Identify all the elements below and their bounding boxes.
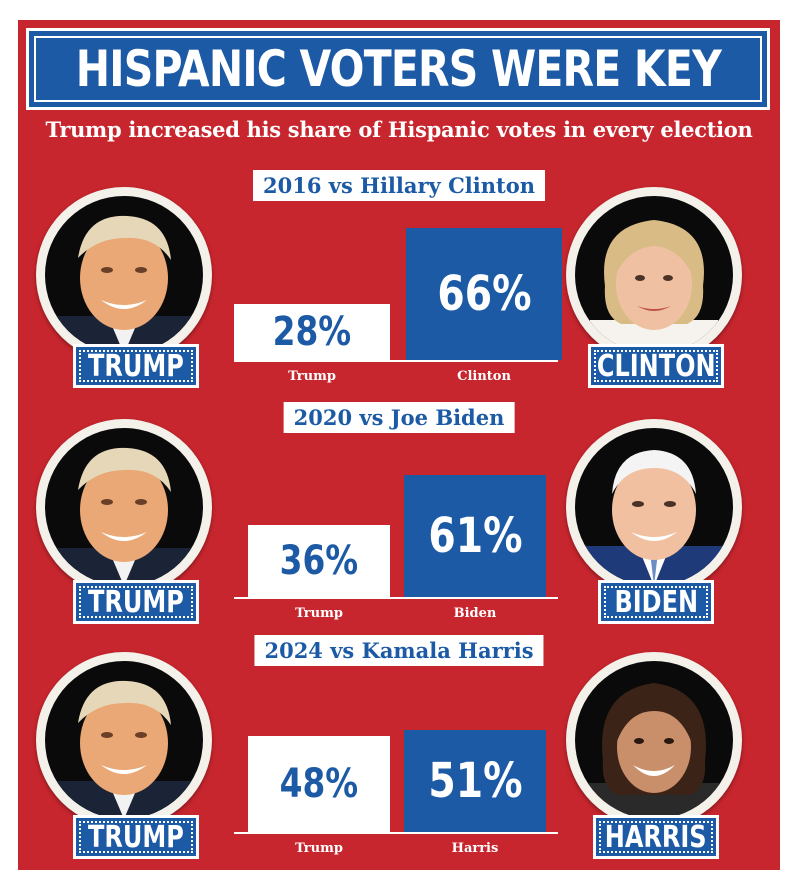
bar-baseline: [234, 360, 558, 362]
clinton-nameplate: CLINTON: [588, 344, 724, 388]
subtitle: Trump increased his share of Hispanic vo…: [45, 117, 753, 142]
category-label-trump: Trump: [288, 369, 336, 384]
section-2024: 2024 vs Kamala Harris TRUMP: [18, 635, 780, 863]
harris-face-icon: [587, 683, 721, 819]
bar-value-biden-2020: 61%: [427, 508, 523, 564]
banner-border: [34, 36, 762, 102]
biden-face-icon: [585, 450, 723, 586]
category-label-biden: Biden: [453, 606, 497, 621]
clinton-face-icon: [590, 220, 718, 354]
category-label-clinton: Clinton: [457, 369, 511, 384]
bar-value-trump-2016: 28%: [272, 309, 352, 355]
trump-portrait: [36, 652, 212, 828]
section-title: 2020 vs Joe Biden: [283, 402, 515, 433]
biden-nameplate-label: BIDEN: [614, 584, 698, 620]
trump-nameplate-label: TRUMP: [88, 584, 184, 620]
trump-nameplate: TRUMP: [73, 815, 199, 859]
trump-nameplate: TRUMP: [73, 580, 199, 624]
bar-trump-2020: 36%: [248, 525, 390, 597]
section-title: 2024 vs Kamala Harris: [254, 635, 544, 666]
clinton-nameplate-label: CLINTON: [596, 348, 716, 384]
category-label-trump: Trump: [295, 606, 343, 621]
category-label-trump: Trump: [295, 841, 343, 856]
category-label-harris: Harris: [451, 841, 499, 856]
bar-clinton-2016: 66%: [406, 228, 562, 360]
section-title: 2016 vs Hillary Clinton: [253, 170, 545, 201]
bar-trump-2016: 28%: [234, 304, 390, 360]
trump-face-icon: [55, 215, 193, 354]
trump-portrait: [36, 419, 212, 595]
bar-value-trump-2024: 48%: [279, 761, 359, 807]
trump-nameplate-label: TRUMP: [88, 348, 184, 384]
bar-value-harris-2024: 51%: [427, 753, 523, 809]
bar-baseline: [234, 832, 558, 834]
section-2020: 2020 vs Joe Biden TRUMP: [18, 402, 780, 630]
harris-nameplate-label: HARRIS: [605, 819, 707, 855]
section-2016: 2016 vs Hillary Clinton TRUMP: [18, 170, 780, 398]
infographic: HISPANIC VOTERS WERE KEY Trump increased…: [18, 20, 780, 870]
bar-harris-2024: 51%: [404, 730, 546, 832]
trump-face-icon: [55, 680, 193, 819]
bar-baseline: [234, 597, 558, 599]
trump-portrait: [36, 187, 212, 363]
bar-trump-2024: 48%: [248, 736, 390, 832]
headline: HISPANIC VOTERS WERE KEY: [75, 40, 721, 98]
clinton-portrait: [566, 187, 742, 363]
trump-nameplate: TRUMP: [73, 344, 199, 388]
trump-nameplate-label: TRUMP: [88, 819, 184, 855]
trump-face-icon: [55, 447, 193, 586]
bar-value-trump-2020: 36%: [279, 538, 359, 584]
bar-biden-2020: 61%: [404, 475, 546, 597]
bar-value-clinton-2016: 66%: [436, 266, 532, 322]
biden-portrait: [566, 419, 742, 595]
headline-banner: HISPANIC VOTERS WERE KEY: [26, 28, 770, 110]
biden-nameplate: BIDEN: [598, 580, 714, 624]
harris-portrait: [566, 652, 742, 828]
harris-nameplate: HARRIS: [593, 815, 719, 859]
